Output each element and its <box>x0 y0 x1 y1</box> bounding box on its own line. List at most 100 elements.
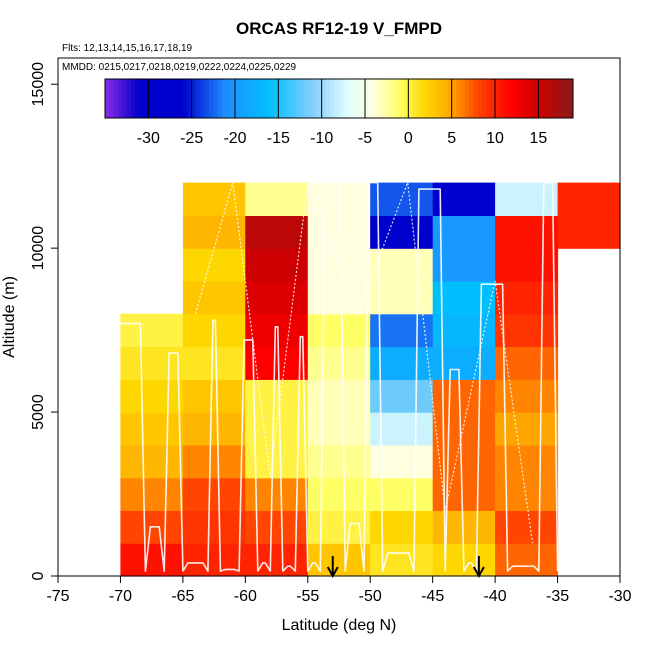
heatmap-cell <box>307 313 371 348</box>
colorbar-swatch <box>161 79 167 118</box>
colorbar-swatch <box>200 79 206 118</box>
colorbar-swatch <box>339 79 344 118</box>
x-tick-label: -30 <box>608 588 631 605</box>
x-tick-label: -50 <box>359 588 382 605</box>
colorbar-swatch <box>486 79 492 118</box>
colorbar-swatch <box>425 79 431 118</box>
x-tick-label: -75 <box>46 588 69 605</box>
heatmap-cell <box>182 444 246 479</box>
colorbar-swatch <box>547 79 552 118</box>
colorbar-swatch <box>304 79 310 118</box>
heatmap-cells <box>120 182 621 577</box>
heatmap-cell <box>307 444 371 479</box>
colorbar-swatch <box>343 79 349 118</box>
heatmap-cell <box>245 248 309 282</box>
heatmap-cell <box>182 313 246 348</box>
colorbar-swatch <box>157 79 162 118</box>
heatmap-cell <box>120 412 184 446</box>
heatmap-cell <box>182 215 246 249</box>
colorbar-swatch <box>131 79 136 118</box>
heatmap-cell <box>120 346 184 380</box>
colorbar-tick-label: -20 <box>223 130 246 147</box>
heatmap-cell <box>432 510 496 544</box>
y-tick-label: 0 <box>30 571 47 580</box>
colorbar-swatch <box>404 79 409 118</box>
y-tick-label: 15000 <box>30 62 47 107</box>
colorbar-tick-label: -30 <box>137 130 160 147</box>
colorbar-tick-label: 5 <box>447 130 456 147</box>
heatmap-cell <box>245 313 309 348</box>
y-axis-label: Altitude (m) <box>1 276 18 358</box>
colorbar-swatch <box>187 79 193 118</box>
heatmap-cell <box>370 412 434 446</box>
y-tick-label: 5000 <box>30 394 47 430</box>
colorbar-swatch <box>148 79 154 118</box>
heatmap-cell <box>495 280 559 315</box>
colorbar-swatch <box>542 79 548 118</box>
colorbar-swatch <box>560 79 565 118</box>
colorbar-swatch <box>373 79 379 118</box>
chart-title: ORCAS RF12-19 V_FMPD <box>236 19 442 38</box>
heatmap-cell <box>307 477 371 511</box>
colorbar-swatch <box>204 79 210 118</box>
colorbar-swatch <box>438 79 444 118</box>
x-axis-label: Latitude (deg N) <box>282 617 397 634</box>
heatmap-cell <box>307 248 371 282</box>
heatmap-cell <box>182 543 246 577</box>
heatmap-cell <box>432 182 496 216</box>
heatmap-cell <box>432 444 496 479</box>
colorbar-swatch <box>165 79 171 118</box>
colorbar-swatch <box>239 79 245 118</box>
colorbar-swatch <box>282 79 288 118</box>
colorbar-swatch <box>382 79 388 118</box>
colorbar-swatch <box>174 79 180 118</box>
heatmap-cell <box>495 510 559 544</box>
colorbar-swatch <box>347 79 353 118</box>
colorbar-swatch <box>512 79 518 118</box>
heatmap-cell <box>370 248 434 282</box>
heatmap-cell <box>370 543 434 577</box>
colorbar-tick-label: 0 <box>404 130 413 147</box>
colorbar-swatch <box>261 79 266 118</box>
colorbar-swatch <box>443 79 448 118</box>
colorbar-swatch <box>473 79 479 118</box>
colorbar-swatch <box>369 79 375 118</box>
colorbar-swatch <box>170 79 175 118</box>
heatmap-cell <box>245 182 309 216</box>
heatmap-cell <box>495 444 559 479</box>
colorbar-swatch <box>469 79 474 118</box>
colorbar-swatch <box>213 79 219 118</box>
x-tick-label: -35 <box>546 588 569 605</box>
x-tick-label: -40 <box>484 588 507 605</box>
heatmap-cell <box>432 215 496 249</box>
colorbar-swatch <box>330 79 336 118</box>
colorbar-swatch <box>222 79 227 118</box>
colorbar-swatch <box>109 79 115 118</box>
colorbar-swatch <box>183 79 188 118</box>
colorbar-swatch <box>295 79 301 118</box>
heatmap-cell <box>245 543 309 577</box>
colorbar-swatch <box>256 79 262 118</box>
colorbar-swatch <box>503 79 509 118</box>
heatmap-cell <box>370 215 434 249</box>
colorbar-swatch <box>499 79 505 118</box>
colorbar-swatch <box>412 79 418 118</box>
colorbar-swatch <box>126 79 132 118</box>
flights-label: Flts: 12,13,14,15,16,17,18,19 <box>62 43 193 54</box>
colorbar-swatch <box>144 79 149 118</box>
heatmap-cell <box>120 313 184 348</box>
colorbar-tick-label: 15 <box>529 130 547 147</box>
heatmap-cell <box>245 379 309 413</box>
colorbar-swatch <box>430 79 435 118</box>
colorbar-swatch <box>360 79 366 118</box>
heatmap-cell <box>432 280 496 315</box>
colorbar-swatch <box>564 79 570 118</box>
heatmap-cell <box>120 543 184 577</box>
colorbar-tick-label: -5 <box>358 130 372 147</box>
colorbar-swatch <box>568 79 574 118</box>
heatmap-cell <box>370 477 434 511</box>
heatmap-cell <box>307 543 371 577</box>
colorbar-swatch <box>308 79 314 118</box>
colorbar-swatch <box>525 79 531 118</box>
